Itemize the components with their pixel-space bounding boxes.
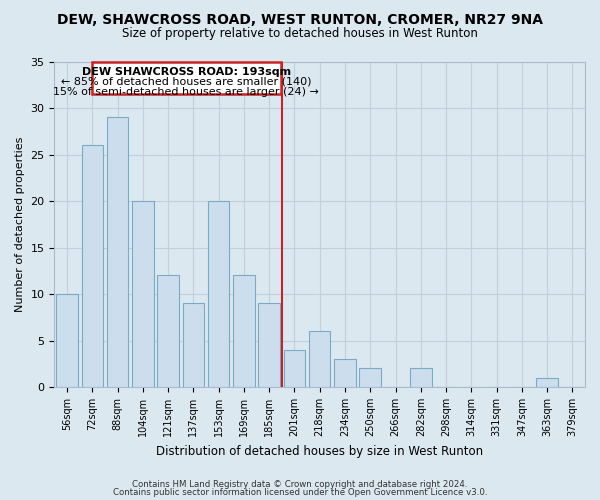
Text: Size of property relative to detached houses in West Runton: Size of property relative to detached ho… — [122, 28, 478, 40]
Bar — [309, 332, 331, 387]
Bar — [536, 378, 558, 387]
Bar — [82, 145, 103, 387]
Bar — [107, 118, 128, 387]
Bar — [132, 201, 154, 387]
Y-axis label: Number of detached properties: Number of detached properties — [15, 136, 25, 312]
Bar — [233, 276, 254, 387]
X-axis label: Distribution of detached houses by size in West Runton: Distribution of detached houses by size … — [156, 444, 483, 458]
Bar — [410, 368, 431, 387]
Text: DEW, SHAWCROSS ROAD, WEST RUNTON, CROMER, NR27 9NA: DEW, SHAWCROSS ROAD, WEST RUNTON, CROMER… — [57, 12, 543, 26]
Text: Contains HM Land Registry data © Crown copyright and database right 2024.: Contains HM Land Registry data © Crown c… — [132, 480, 468, 489]
Bar — [334, 359, 356, 387]
Bar — [359, 368, 381, 387]
Bar — [284, 350, 305, 387]
Bar — [208, 201, 229, 387]
Bar — [56, 294, 78, 387]
Text: ← 85% of detached houses are smaller (140): ← 85% of detached houses are smaller (14… — [61, 77, 311, 87]
Text: Contains public sector information licensed under the Open Government Licence v3: Contains public sector information licen… — [113, 488, 487, 497]
Bar — [157, 276, 179, 387]
Text: DEW SHAWCROSS ROAD: 193sqm: DEW SHAWCROSS ROAD: 193sqm — [82, 66, 291, 76]
FancyBboxPatch shape — [92, 62, 281, 94]
Bar — [182, 304, 204, 387]
Bar — [259, 304, 280, 387]
Text: 15% of semi-detached houses are larger (24) →: 15% of semi-detached houses are larger (… — [53, 87, 319, 97]
